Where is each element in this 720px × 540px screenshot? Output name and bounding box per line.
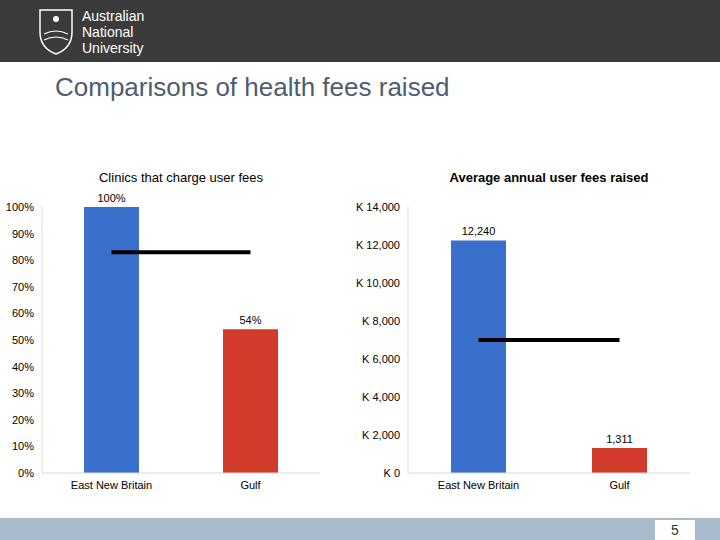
svg-text:K 14,000: K 14,000 xyxy=(356,201,400,213)
svg-text:40%: 40% xyxy=(12,361,34,373)
svg-text:K 4,000: K 4,000 xyxy=(362,391,400,403)
svg-text:12,240: 12,240 xyxy=(462,225,496,237)
html-text:National: National xyxy=(82,24,134,40)
html-text:Average annual user fees raise: Average annual user fees raised xyxy=(449,170,649,185)
svg-text:K 6,000: K 6,000 xyxy=(362,353,400,365)
svg-text:10%: 10% xyxy=(12,440,34,452)
html-text:University: University xyxy=(82,40,144,56)
html-text:5: 5 xyxy=(671,522,679,538)
svg-text:30%: 30% xyxy=(12,387,34,399)
svg-text:100%: 100% xyxy=(8,201,34,213)
svg-text:60%: 60% xyxy=(12,307,34,319)
svg-text:Gulf: Gulf xyxy=(240,479,261,491)
svg-text:70%: 70% xyxy=(12,281,34,293)
svg-text:East New Britain: East New Britain xyxy=(438,479,519,491)
svg-text:54%: 54% xyxy=(239,314,261,326)
svg-text:K 10,000: K 10,000 xyxy=(356,277,400,289)
svg-text:90%: 90% xyxy=(12,228,34,240)
svg-text:80%: 80% xyxy=(12,254,34,266)
html-text:Clinics that charge user fees: Clinics that charge user fees xyxy=(99,170,263,185)
svg-text:East New Britain: East New Britain xyxy=(71,479,152,491)
svg-text:Gulf: Gulf xyxy=(609,479,630,491)
svg-text:K 12,000: K 12,000 xyxy=(356,239,400,251)
svg-text:50%: 50% xyxy=(12,334,34,346)
svg-text:1,311: 1,311 xyxy=(606,433,633,445)
svg-text:K 2,000: K 2,000 xyxy=(362,429,400,441)
html-text:Australian: Australian xyxy=(82,8,145,24)
svg-text:K 8,000: K 8,000 xyxy=(362,315,400,327)
svg-text:0%: 0% xyxy=(18,467,34,479)
svg-text:100%: 100% xyxy=(97,192,125,204)
html-text:Comparisons of health fees rai: Comparisons of health fees raised xyxy=(55,72,450,102)
svg-text:20%: 20% xyxy=(12,414,34,426)
svg-text:K 0: K 0 xyxy=(383,467,400,479)
